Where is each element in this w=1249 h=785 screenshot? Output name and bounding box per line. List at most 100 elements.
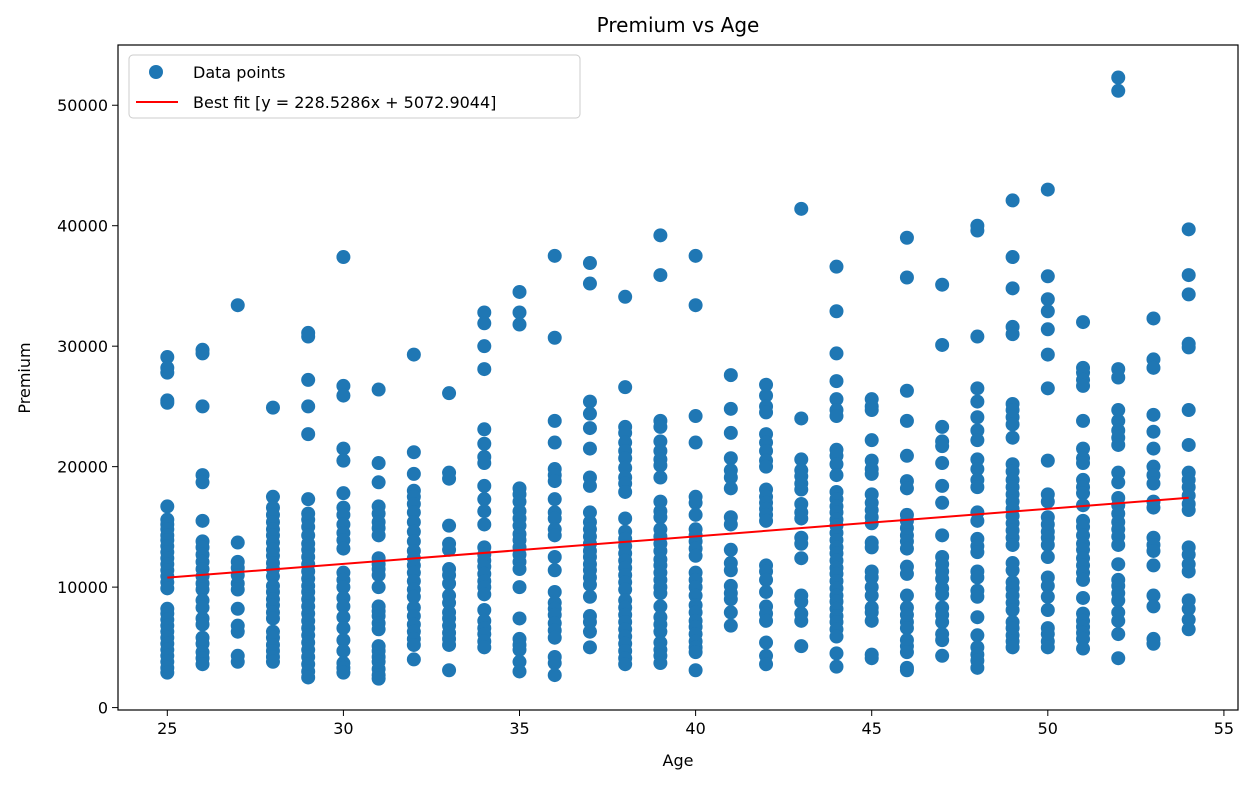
data-point	[864, 651, 879, 666]
data-point	[935, 633, 950, 648]
data-point	[759, 613, 774, 628]
data-point	[230, 582, 245, 597]
data-point	[618, 425, 633, 440]
data-point	[829, 659, 844, 674]
data-point	[970, 423, 985, 438]
y-axis-label: Premium	[15, 342, 34, 413]
data-point	[160, 665, 175, 680]
legend: Data points Best fit [y = 228.5286x + 50…	[128, 54, 581, 119]
data-point	[794, 411, 809, 426]
data-point	[406, 466, 421, 481]
data-point	[512, 611, 527, 626]
data-point	[1040, 589, 1055, 604]
data-point	[970, 394, 985, 409]
data-point	[899, 621, 914, 636]
data-point	[336, 665, 351, 680]
data-point	[1111, 83, 1126, 98]
data-point	[582, 421, 597, 436]
data-point	[759, 635, 774, 650]
y-tick-label: 40000	[57, 217, 108, 236]
data-point	[336, 599, 351, 614]
data-point	[406, 347, 421, 362]
data-point	[1005, 417, 1020, 432]
data-point	[899, 588, 914, 603]
data-point	[336, 441, 351, 456]
data-point	[1111, 465, 1126, 480]
data-point	[547, 563, 562, 578]
data-point	[864, 570, 879, 585]
data-point	[547, 550, 562, 565]
data-point	[1040, 453, 1055, 468]
data-point	[160, 395, 175, 410]
data-point	[618, 484, 633, 499]
data-point	[723, 563, 738, 578]
data-point	[582, 589, 597, 604]
data-point	[829, 346, 844, 361]
data-point	[653, 434, 668, 449]
data-point	[1111, 651, 1126, 666]
data-point	[1040, 182, 1055, 197]
data-point	[265, 489, 280, 504]
data-point	[723, 592, 738, 607]
data-point	[899, 448, 914, 463]
data-point	[1040, 550, 1055, 565]
data-point	[723, 470, 738, 485]
data-point	[618, 657, 633, 672]
x-axis-label: Age	[663, 751, 694, 770]
data-point	[301, 670, 316, 685]
data-point	[1076, 641, 1091, 656]
data-point	[195, 600, 210, 615]
data-point	[935, 648, 950, 663]
data-point	[195, 617, 210, 632]
data-point	[794, 482, 809, 497]
data-point	[970, 480, 985, 495]
data-point	[582, 505, 597, 520]
best-fit-line	[167, 496, 1189, 579]
data-point	[618, 380, 633, 395]
legend-label-data-points: Data points	[193, 63, 285, 82]
data-point	[512, 664, 527, 679]
data-point	[1005, 430, 1020, 445]
data-point	[1005, 281, 1020, 296]
data-point	[618, 451, 633, 466]
data-point	[1076, 413, 1091, 428]
data-point	[1111, 475, 1126, 490]
data-point	[723, 401, 738, 416]
data-point	[899, 481, 914, 496]
data-point	[195, 657, 210, 672]
data-point	[1005, 327, 1020, 342]
data-point	[653, 586, 668, 601]
data-point	[1076, 572, 1091, 587]
data-point	[618, 460, 633, 475]
data-point	[970, 462, 985, 477]
data-point	[336, 541, 351, 556]
data-point	[371, 456, 386, 471]
data-point	[301, 399, 316, 414]
data-point	[582, 256, 597, 271]
data-point	[371, 475, 386, 490]
data-point	[899, 270, 914, 285]
data-point	[1146, 543, 1161, 558]
data-point	[230, 624, 245, 639]
data-point	[547, 474, 562, 489]
data-point	[970, 410, 985, 425]
data-point	[618, 582, 633, 597]
data-point	[195, 399, 210, 414]
y-tick-label: 50000	[57, 96, 108, 115]
data-point	[1146, 588, 1161, 603]
x-tick-label: 45	[862, 719, 882, 738]
x-tick-label: 55	[1214, 719, 1234, 738]
data-point	[160, 350, 175, 365]
data-point	[1181, 287, 1196, 302]
data-point	[653, 624, 668, 639]
data-point	[547, 630, 562, 645]
data-point	[336, 507, 351, 522]
data-point	[829, 259, 844, 274]
data-point	[371, 580, 386, 595]
data-point	[512, 654, 527, 669]
data-point	[336, 250, 351, 265]
data-point	[160, 365, 175, 380]
data-point	[442, 386, 457, 401]
data-point	[547, 248, 562, 263]
